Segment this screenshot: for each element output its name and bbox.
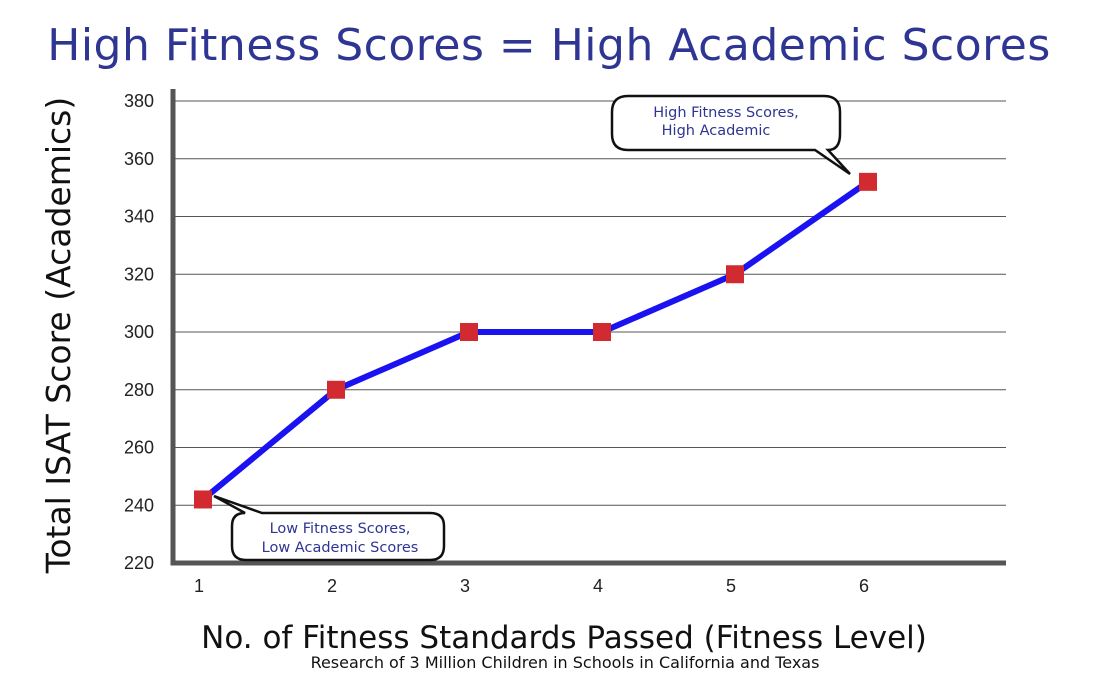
callout-high: High Fitness Scores, High Academic [610, 94, 851, 176]
gridlines [173, 100, 1006, 506]
callout-low-bubble [213, 494, 446, 562]
data-point [726, 265, 744, 284]
y-tick-label: 320 [124, 264, 154, 284]
axes [170, 89, 1006, 566]
data-point [593, 323, 611, 341]
data-point [194, 490, 212, 509]
x-tick-label: 3 [460, 576, 470, 596]
callout-low-line-1: Low Fitness Scores, [270, 521, 411, 537]
y-tick-label: 340 [124, 207, 154, 227]
data-point [327, 380, 345, 399]
chart-subtitle: Research of 3 Million Children in School… [311, 653, 820, 672]
y-axis-label: Total ISAT Score (Academics) [39, 97, 78, 574]
x-tick-label: 4 [593, 576, 603, 596]
y-tick-label: 260 [124, 438, 154, 458]
series [200, 178, 871, 503]
axis-lines [170, 89, 1006, 566]
y-tick-label: 240 [124, 495, 154, 515]
callout-low: Low Fitness Scores, Low Academic Scores [213, 494, 446, 562]
callout-high-bubble [610, 94, 851, 176]
series-line [200, 178, 871, 503]
callout-high-line-2: High Academic [662, 123, 771, 139]
y-tick-label: 300 [124, 322, 154, 342]
data-point [460, 323, 478, 341]
x-tick-label: 1 [194, 576, 204, 596]
x-tick-label: 6 [859, 576, 869, 596]
data-points [194, 172, 877, 509]
x-tick-label: 5 [726, 576, 736, 596]
callout-high-line-1: High Fitness Scores, [653, 105, 799, 121]
data-point [859, 172, 877, 191]
y-tick-label: 280 [124, 380, 154, 400]
y-tick-label: 380 [124, 91, 154, 111]
chart-title: High Fitness Scores = High Academic Scor… [47, 20, 1051, 71]
y-tick-label: 360 [124, 149, 154, 169]
x-axis-label: No. of Fitness Standards Passed (Fitness… [201, 620, 927, 656]
callout-low-line-2: Low Academic Scores [262, 540, 419, 556]
y-tick-label: 220 [124, 553, 154, 573]
y-axis-ticks: 220 240 260 280 300 320 340 360 380 [124, 91, 154, 573]
x-axis-ticks: 1 2 3 4 5 6 [194, 576, 869, 596]
x-tick-label: 2 [327, 576, 337, 596]
